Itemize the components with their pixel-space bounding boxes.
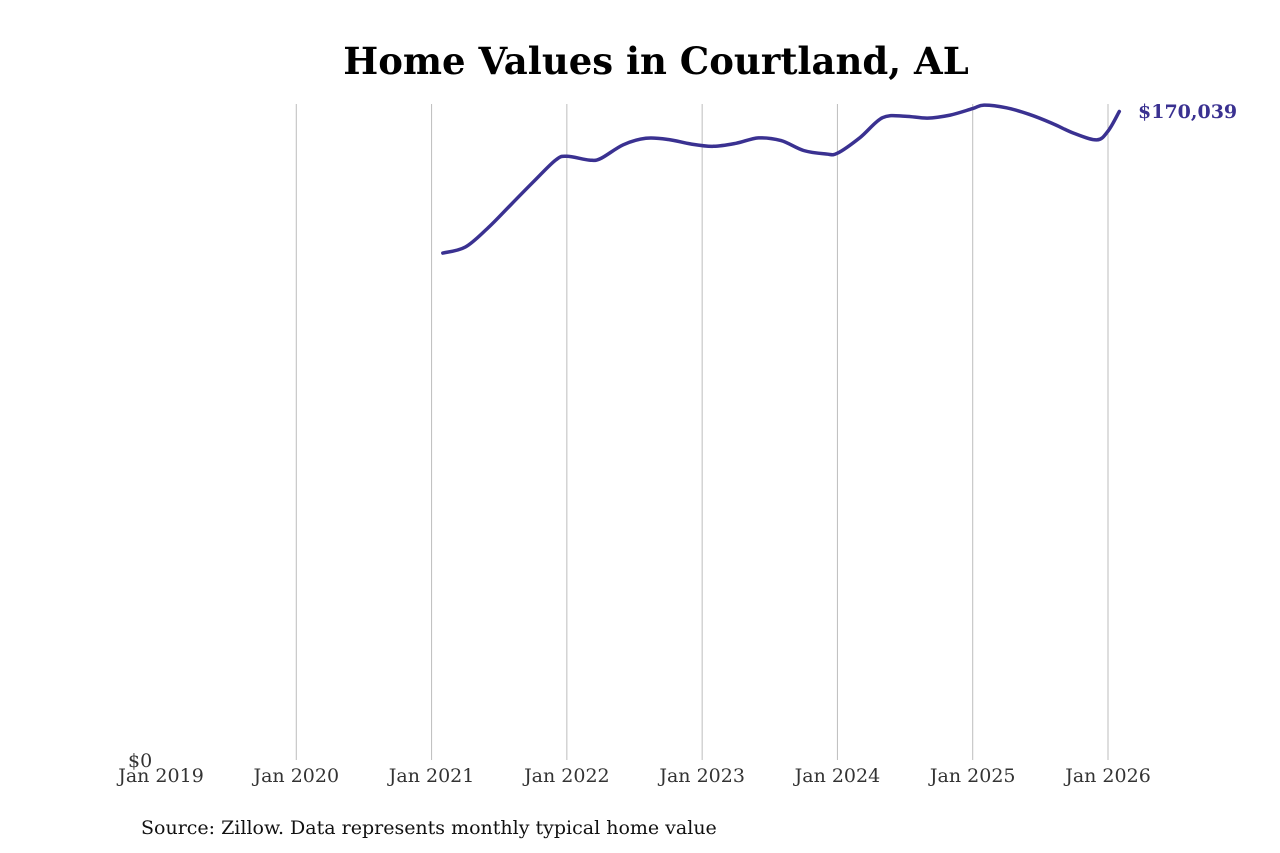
x-tick-label: Jan 2025	[928, 765, 1016, 787]
grid-layer	[295, 104, 1109, 760]
x-tick-label: Jan 2024	[793, 765, 881, 787]
home-value-line	[441, 103, 1122, 255]
x-tick-label: Jan 2020	[251, 765, 339, 787]
x-tick-label: Jan 2026	[1063, 765, 1151, 787]
x-tick-label: Jan 2021	[387, 765, 475, 787]
tick-layer: Jan 2019 Jan 2020 Jan 2021 Jan 2022 Jan 2023…	[116, 750, 1151, 787]
line-layer	[441, 103, 1122, 255]
x-tick-label: Jan 2019	[116, 765, 204, 787]
chart-title: Home Values in Courtland, AL	[343, 39, 968, 83]
y-tick-label: $0	[128, 750, 152, 772]
end-value-label: $170,039	[1138, 101, 1237, 123]
source-note: Source: Zillow. Data represents monthly …	[141, 817, 717, 839]
x-tick-label: Jan 2022	[522, 765, 610, 787]
x-tick-label: Jan 2023	[657, 765, 745, 787]
